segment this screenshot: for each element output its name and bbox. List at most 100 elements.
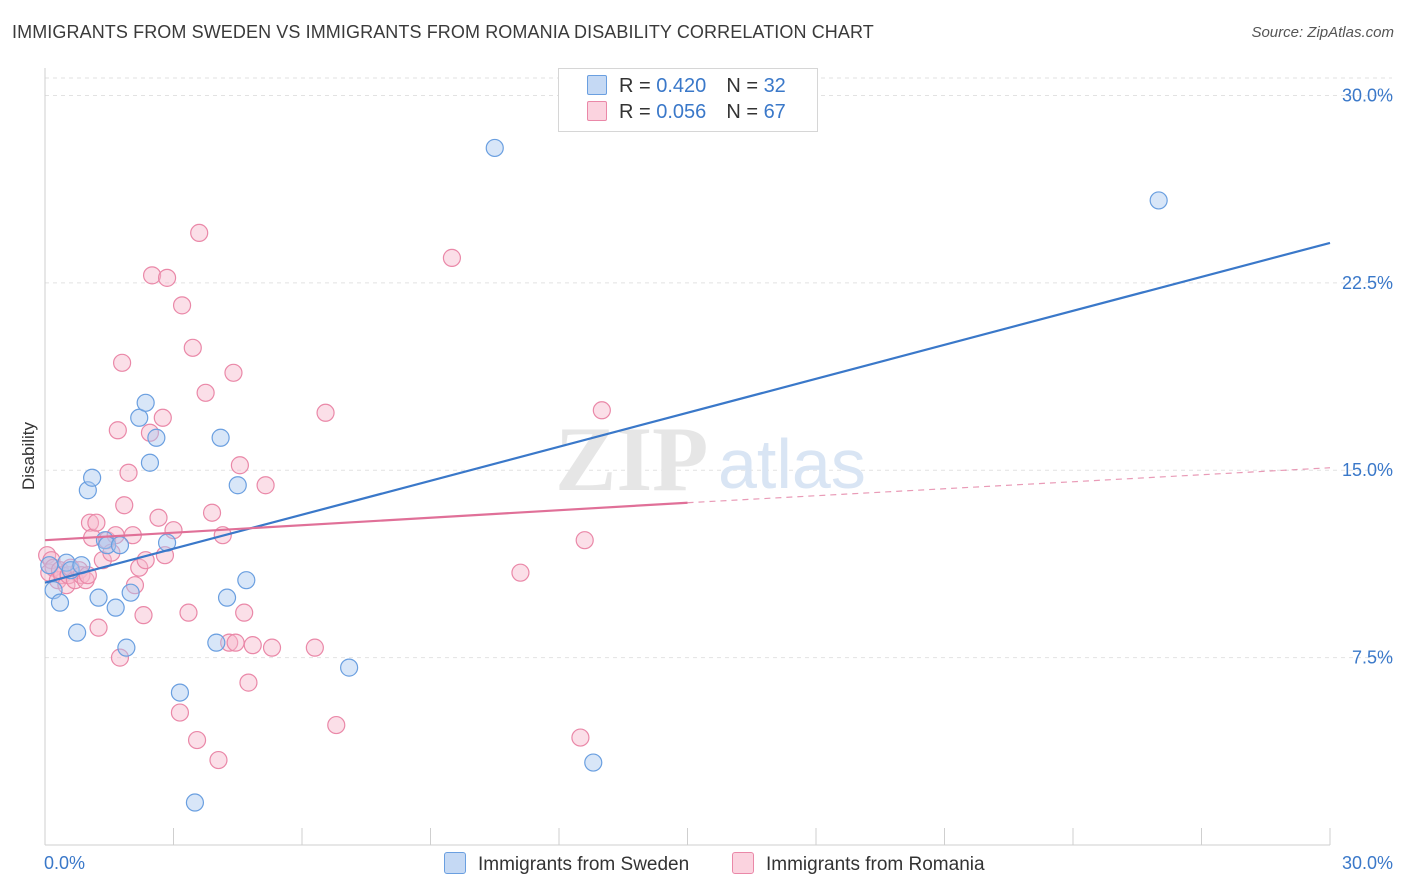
data-point-sweden [211,428,230,447]
data-point-sweden [68,623,87,642]
bottom-legend-label-sweden: Immigrants from Sweden [478,854,690,875]
legend-swatch-sweden [587,75,607,95]
bottom-legend-sweden: Immigrants from Sweden [444,852,689,876]
trendline-sweden [44,241,1331,584]
y-tick-label: 7.5% [1352,648,1393,668]
data-point-sweden [1149,191,1168,210]
data-point-sweden [89,588,108,607]
trendline-romania [44,501,688,542]
data-point-romania [130,558,149,577]
data-point-romania [305,638,324,657]
data-point-romania [172,296,192,315]
data-point-romania [327,715,346,735]
data-point-romania [262,638,282,657]
legend-n-value-romania: 67 [763,101,786,123]
data-point-romania [571,728,590,747]
data-point-sweden [40,556,59,575]
chart-title: IMMIGRANTS FROM SWEDEN VS IMMIGRANTS FRO… [12,22,874,42]
watermark-zip: ZIP [555,408,708,510]
legend-r-label: R = [619,75,657,97]
data-point-romania [89,618,108,637]
series-sweden-points [40,138,1168,812]
data-point-sweden [130,408,149,427]
data-point-romania [153,408,172,427]
bottom-legend-swatch-sweden [444,852,466,874]
data-point-romania [183,338,202,357]
data-point-romania [243,636,262,655]
series-romania-points [38,223,611,770]
data-point-romania [142,266,162,285]
data-point-romania [442,248,462,267]
source-label: Source: ZipAtlas.com [1251,24,1394,41]
data-point-romania [196,383,215,402]
data-point-romania [220,633,239,652]
data-point-sweden [228,476,247,495]
data-point-sweden [237,571,256,590]
data-point-sweden [136,393,155,412]
legend-r-value-sweden: 0.420 [656,75,707,97]
x-tick-label-min: 0.0% [44,853,85,873]
data-point-sweden [340,658,359,677]
data-point-romania [202,503,222,522]
y-axis-label: Disability [19,421,38,490]
data-point-romania [224,363,243,382]
data-point-romania [316,403,335,422]
legend-n-label: N = [726,101,764,123]
data-point-sweden [170,683,190,702]
legend-n-label: N = [726,75,764,97]
legend-swatch-romania [587,101,607,121]
data-point-sweden [217,588,237,607]
grid-lines [45,77,1392,659]
data-point-romania [87,513,106,532]
data-point-romania [239,673,258,692]
data-point-romania [575,531,594,550]
data-point-romania [80,513,100,532]
tick-labels: 7.5% 15.0% 22.5% 30.0% 0.0% 30.0% [44,85,1393,873]
data-point-romania [108,421,127,440]
data-point-sweden [485,138,504,158]
data-point-romania [110,648,130,667]
y-tick-label: 22.5% [1342,273,1393,293]
axes [44,68,1331,846]
data-point-romania [592,401,611,420]
legend-r-label: R = [619,101,657,123]
legend-row-romania: R = 0.056 N = 67 [587,101,786,127]
data-point-romania [115,496,134,515]
legend-row-sweden: R = 0.420 N = 32 [587,75,786,101]
data-point-sweden [147,428,166,447]
bottom-legend-swatch-romania [732,852,754,874]
data-point-romania [157,268,177,287]
data-point-romania [134,606,153,625]
watermark-atlas: atlas [718,425,866,503]
data-point-sweden [110,536,130,555]
data-point-sweden [50,593,70,612]
data-point-romania [119,463,138,482]
data-point-sweden [106,598,125,617]
data-point-romania [187,730,207,750]
legend-n-value-sweden: 32 [763,75,786,97]
data-point-sweden [584,753,603,772]
data-point-romania [226,633,245,652]
data-point-sweden [83,468,102,487]
data-point-romania [149,508,168,527]
y-tick-label: 15.0% [1342,460,1393,480]
legend-r-value-romania: 0.056 [656,101,707,123]
watermark: ZIP atlas [555,408,866,510]
data-point-romania [190,223,209,242]
trend-lines [44,241,1331,584]
data-point-romania [170,703,190,722]
data-point-romania [179,603,198,622]
correlation-legend: R = 0.420 N = 32 R = 0.056 N = 67 [558,68,818,132]
data-point-romania [256,476,275,495]
data-point-romania [511,563,530,582]
bottom-legend-romania: Immigrants from Romania [732,852,985,876]
bottom-legend-label-romania: Immigrants from Romania [766,854,985,875]
x-tick-label-max: 30.0% [1342,853,1393,873]
data-point-romania [112,353,132,372]
data-point-sweden [117,638,136,657]
trendline-romania-extension [687,467,1331,504]
data-point-romania [230,456,249,475]
data-point-sweden [185,793,205,812]
y-tick-label: 30.0% [1342,85,1393,105]
